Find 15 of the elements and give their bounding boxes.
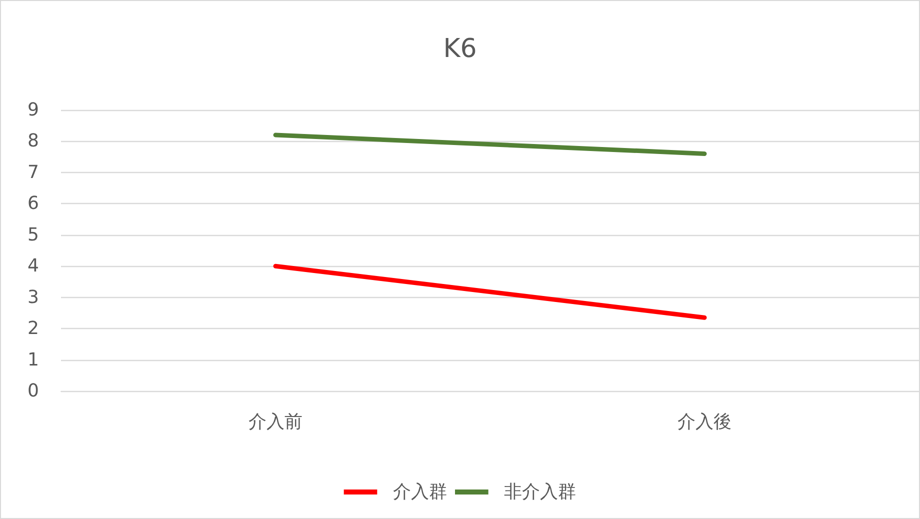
chart-title: K6 bbox=[443, 34, 477, 64]
y-tick-label: 3 bbox=[28, 286, 39, 308]
legend-label: 介入群 bbox=[393, 482, 447, 502]
y-tick-label: 7 bbox=[28, 162, 39, 183]
legend-label: 非介入群 bbox=[504, 482, 576, 502]
x-tick-label: 介入後 bbox=[678, 412, 732, 432]
y-tick-label: 8 bbox=[28, 130, 39, 152]
y-tick-label: 1 bbox=[28, 349, 39, 370]
y-tick-label: 4 bbox=[28, 256, 39, 277]
y-tick-label: 6 bbox=[28, 193, 39, 214]
x-tick-label: 介入前 bbox=[248, 412, 302, 432]
y-tick-label: 0 bbox=[28, 380, 39, 402]
y-tick-label: 5 bbox=[28, 224, 39, 246]
y-tick-label: 2 bbox=[28, 318, 39, 340]
y-tick-label: 9 bbox=[28, 100, 39, 120]
